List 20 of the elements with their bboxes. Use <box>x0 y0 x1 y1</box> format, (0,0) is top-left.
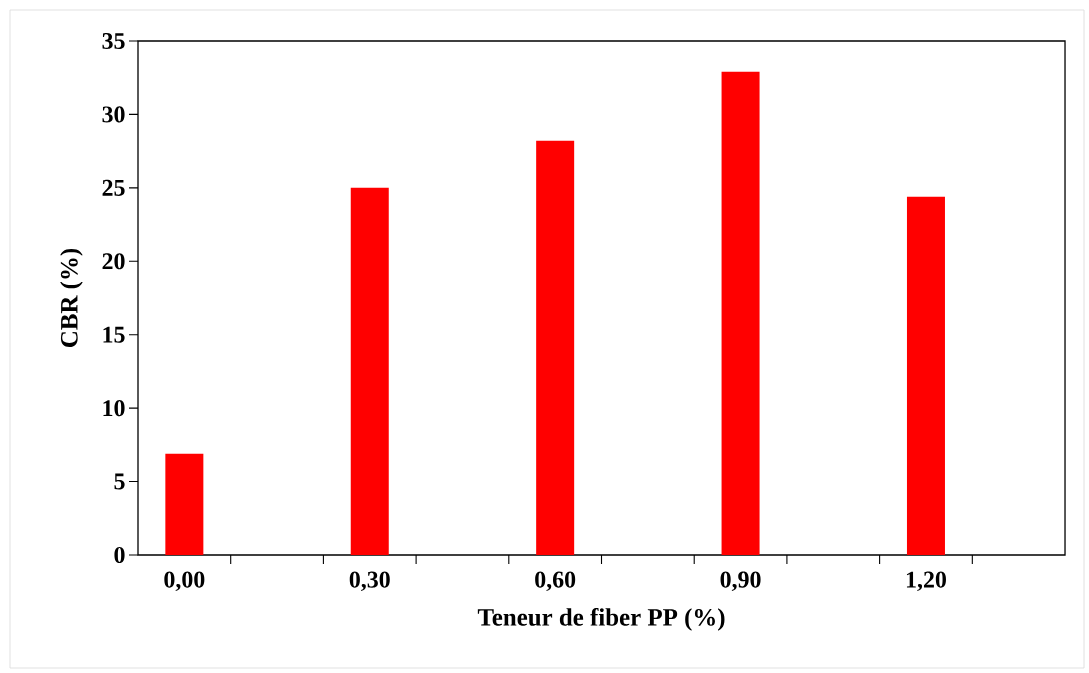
y-tick-label: 35 <box>102 32 125 50</box>
y-tick-label: 30 <box>102 106 125 123</box>
y-tick-label: 20 <box>102 253 125 270</box>
x-axis-title: Teneur de fiber PP (%) <box>477 607 725 631</box>
y-tick-label: 25 <box>102 179 125 196</box>
bar <box>536 140 575 555</box>
bar <box>906 196 945 555</box>
x-tick-label: 0,90 <box>720 571 761 592</box>
y-tick-label: 5 <box>114 473 125 490</box>
y-axis-title: CBR (%) <box>60 248 83 347</box>
y-tick-label: 0 <box>114 546 125 564</box>
bar <box>165 453 204 555</box>
x-tick-label: 0,30 <box>349 571 390 592</box>
bar <box>350 187 389 555</box>
bar <box>721 71 760 555</box>
x-tick-label: 1,20 <box>906 571 946 592</box>
y-tick-label: 10 <box>103 400 125 417</box>
x-tick-label: 0,60 <box>535 571 576 592</box>
y-tick-label: 15 <box>103 326 125 343</box>
x-tick-label: 0,00 <box>164 571 205 592</box>
